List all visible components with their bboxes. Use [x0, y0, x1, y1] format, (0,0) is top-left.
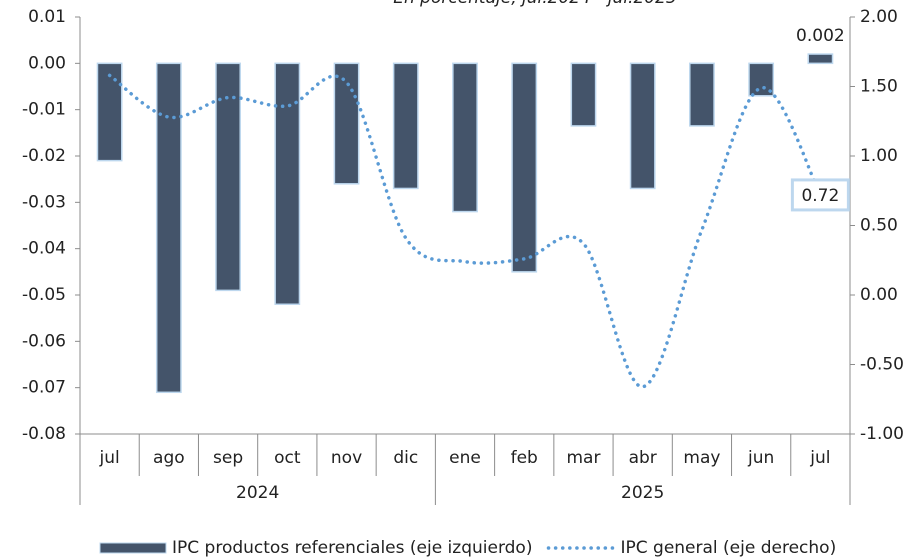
y-tick-label: -0.08: [22, 424, 66, 444]
y2-tick-label: 0.00: [860, 285, 898, 305]
x-tick-label: oct: [274, 448, 301, 468]
bar: [274, 62, 301, 306]
data-label: 0.72: [801, 186, 839, 206]
y2-tick-label: 1.00: [860, 146, 898, 166]
y-tick-label: -0.04: [22, 239, 66, 259]
legend-swatch: [99, 542, 167, 554]
group-label: 2024: [236, 483, 279, 503]
x-tick-label: may: [683, 448, 720, 468]
y-tick-label: -0.06: [22, 331, 66, 351]
bar: [807, 53, 834, 65]
y-tick-label: -0.05: [22, 285, 66, 305]
y-tick-label: -0.02: [22, 146, 66, 166]
chart-subtitle: En porcentaje, jul.2024 - jul.2025: [393, 0, 676, 8]
x-tick-label: mar: [566, 448, 600, 468]
data-label-box: [790, 178, 850, 212]
bar: [155, 62, 182, 394]
y2-tick-label: -1.00: [860, 424, 904, 444]
x-tick-label: abr: [629, 448, 657, 468]
bar: [215, 62, 241, 292]
x-tick-label: jul: [98, 448, 119, 468]
data-label: 0.002: [796, 26, 845, 46]
y2-tick-label: 2.00: [860, 7, 898, 27]
bar: [689, 62, 715, 127]
legend-label: IPC productos referenciales (eje izquier…: [172, 538, 532, 558]
group-label: 2025: [621, 483, 664, 503]
x-tick-label: ene: [449, 448, 481, 468]
x-tick-label: jun: [747, 448, 774, 468]
x-tick-label: jul: [809, 448, 830, 468]
y-tick-label: -0.03: [22, 192, 66, 212]
x-tick-label: sep: [213, 448, 243, 468]
bar: [629, 62, 656, 190]
bar: [511, 62, 538, 273]
bar: [392, 62, 419, 190]
bar: [570, 62, 597, 127]
bar: [333, 62, 360, 185]
y2-tick-label: 0.50: [860, 216, 898, 236]
line: [107, 73, 823, 389]
y-tick-label: -0.07: [22, 378, 66, 398]
x-tick-label: ago: [153, 448, 185, 468]
y2-tick-label: 1.50: [860, 77, 898, 97]
y-tick-label: -0.01: [22, 100, 66, 120]
legend-label: IPC general (eje derecho): [620, 538, 836, 558]
y-tick-label: 0.00: [28, 53, 66, 73]
bar: [96, 62, 123, 162]
y2-tick-label: -0.50: [860, 355, 904, 375]
bar: [452, 62, 478, 213]
y-tick-label: 0.01: [28, 7, 66, 27]
x-tick-label: dic: [393, 448, 418, 468]
x-tick-label: nov: [331, 448, 362, 468]
x-tick-label: feb: [511, 448, 538, 468]
